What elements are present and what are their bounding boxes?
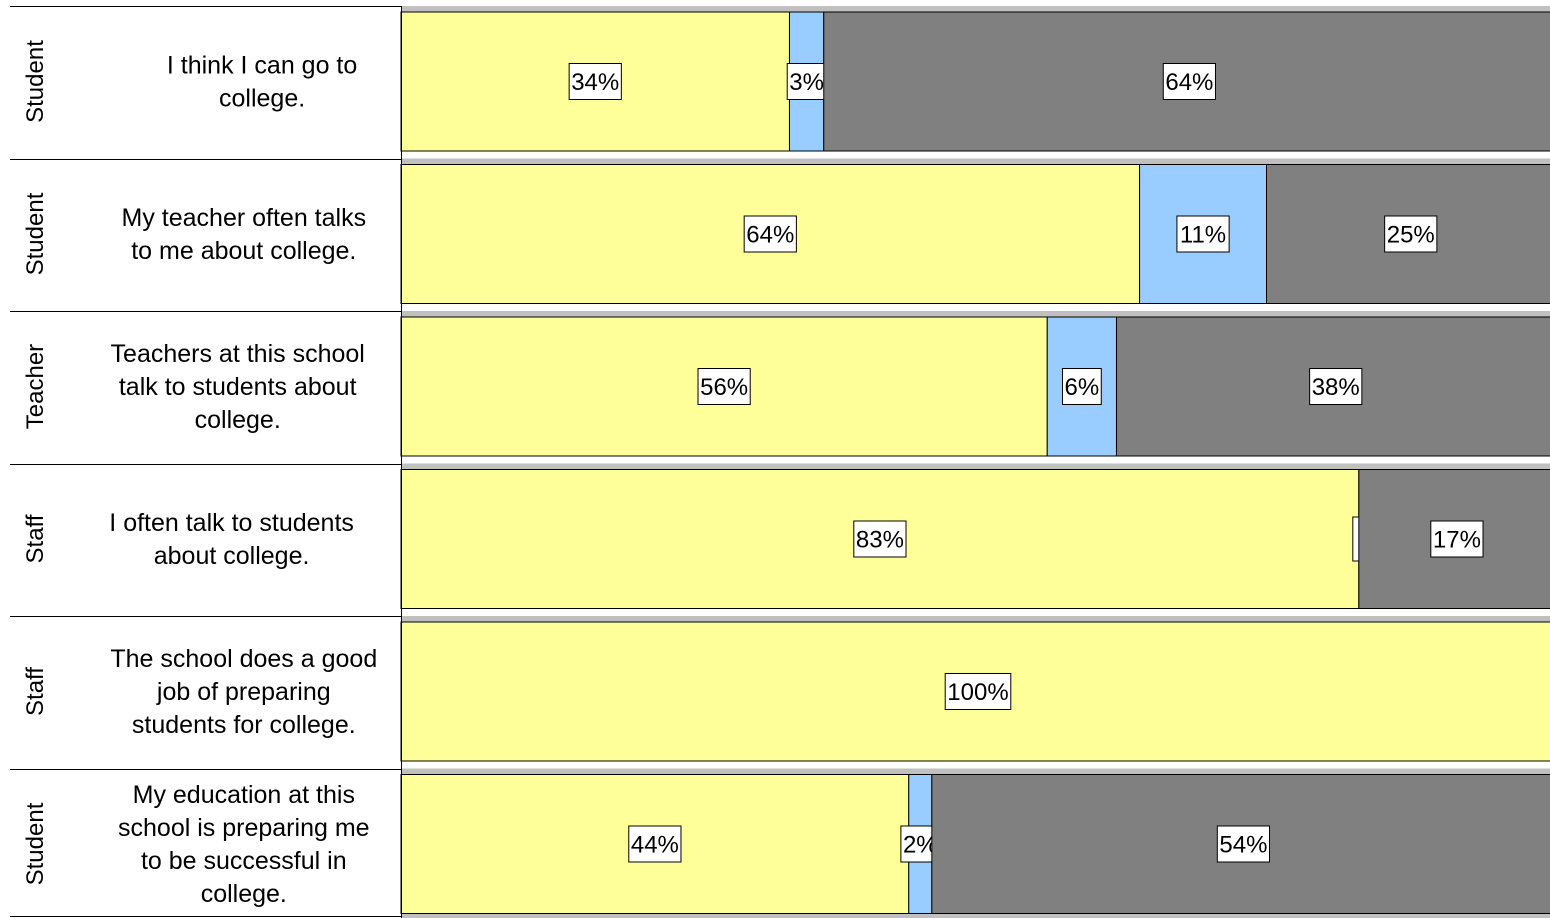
- row-group-label: Staff: [22, 514, 49, 563]
- row-gap-band: [401, 6, 1550, 12]
- data-label-box: [1162, 63, 1216, 100]
- row-question-label: college.: [201, 880, 287, 908]
- data-label-box: [786, 63, 827, 100]
- row-question-label: college.: [195, 406, 281, 434]
- data-label: 64%: [746, 222, 794, 249]
- data-label-box: [1061, 368, 1102, 405]
- data-label: 38%: [1312, 374, 1360, 401]
- data-label: 25%: [1387, 222, 1435, 249]
- data-label-box: [743, 215, 797, 253]
- row-group-label: Student: [22, 192, 49, 275]
- row-question-label: to be successful in: [141, 847, 347, 875]
- row-question-label: My teacher often talks: [122, 204, 367, 232]
- data-label: 64%: [1165, 69, 1213, 96]
- data-label: 83%: [856, 527, 904, 554]
- row-group-label: Student: [22, 802, 49, 885]
- row-gap-band: [401, 311, 1550, 317]
- row-group-label: Staff: [22, 667, 49, 716]
- row-question-label: to me about college.: [131, 237, 356, 265]
- data-label: 17%: [1433, 527, 1481, 554]
- row-question-label: I think I can go to: [167, 51, 357, 79]
- data-label-box: [568, 63, 622, 100]
- data-label-box: [1384, 215, 1438, 253]
- data-label-box: [628, 825, 682, 863]
- row-question-label: I often talk to students: [109, 509, 354, 537]
- row-question-label: about college.: [154, 542, 310, 570]
- row-question-label: school is preparing me: [118, 814, 370, 842]
- data-label-box: [1176, 215, 1230, 253]
- row-question-label: The school does a good: [110, 645, 377, 673]
- row-question-label: Teachers at this school: [111, 340, 365, 368]
- data-label: 11%: [1180, 222, 1226, 249]
- row-question-label: My education at this: [133, 781, 355, 809]
- data-label: 34%: [571, 69, 619, 96]
- row-gap-band: [401, 768, 1550, 775]
- row-gap-band: [401, 158, 1550, 165]
- row-question-label: talk to students about: [119, 373, 357, 401]
- data-label-box: [1216, 825, 1271, 863]
- row-group-label: Teacher: [22, 344, 49, 429]
- data-label: 100%: [947, 679, 1008, 706]
- row-question-label: college.: [219, 84, 305, 112]
- data-label-box: [944, 673, 1012, 710]
- row-question-label: job of preparing: [156, 678, 331, 706]
- data-label-box: [1309, 368, 1363, 405]
- row-group-label: Student: [22, 40, 49, 123]
- data-label: 56%: [700, 374, 748, 401]
- data-label-box: [1430, 520, 1484, 558]
- row-gap-band: [401, 463, 1550, 470]
- data-label: 3%: [789, 69, 824, 96]
- row-gap-band: [401, 616, 1550, 622]
- data-label: 44%: [631, 832, 679, 859]
- data-label-box: [697, 368, 751, 405]
- row-gap-band: [401, 914, 1550, 918]
- data-label: 6%: [1065, 374, 1100, 401]
- data-label: 54%: [1219, 832, 1267, 859]
- data-label-box: [853, 520, 907, 558]
- row-question-label: students for college.: [132, 711, 356, 739]
